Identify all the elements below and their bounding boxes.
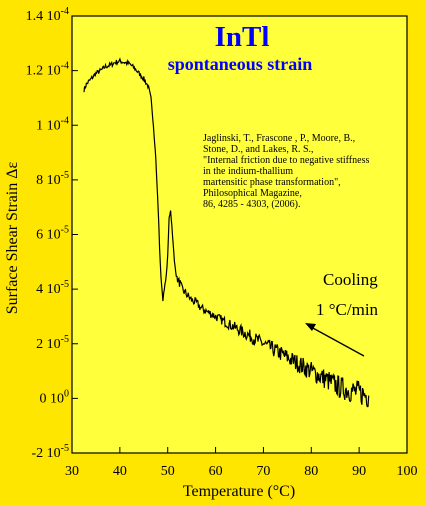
citation-line: Philosophical Magazine, [203, 188, 302, 199]
citation-line: martensitic phase transformation", [203, 177, 341, 188]
cooling-label: Cooling [323, 270, 378, 289]
strain-series-line [83, 57, 370, 408]
x-tick-label: 60 [209, 464, 223, 479]
y-tick-label: 1.2 10-4 [26, 61, 69, 79]
x-tick-label: 30 [65, 464, 79, 479]
x-tick-label: 50 [161, 464, 175, 479]
chart-subtitle: spontaneous strain [168, 54, 313, 74]
y-tick-label: 6 10-5 [36, 225, 69, 243]
x-tick-label: 80 [304, 464, 318, 479]
x-axis-label: Temperature (°C) [183, 483, 295, 500]
citation-line: in the indium-thallium [203, 166, 293, 177]
y-tick-label: 4 10-5 [36, 279, 69, 297]
chart-title: InTl [215, 21, 270, 53]
cooling-arrow [310, 326, 365, 357]
x-axis: 30 40 50 60 70 80 90 100 [65, 447, 418, 479]
y-axis: 1.4 10-4 1.2 10-4 1 10-4 8 10-5 6 10-5 4 10-5… [26, 6, 78, 461]
x-tick-label: 90 [352, 464, 366, 479]
cooling-arrowhead [305, 323, 316, 331]
citation-line: 86, 4285 - 4303, (2006). [203, 199, 301, 210]
y-axis-label: Surface Shear Strain Δε [4, 161, 21, 314]
citation-line: Stone, D., and Lakes, R. S., [203, 144, 314, 155]
citation-line: "Internal friction due to negative stiff… [203, 155, 369, 166]
citation-block: Jaglinski, T., Frascone , P., Moore, B.,… [203, 133, 369, 210]
y-tick-label: 0 100 [40, 388, 70, 406]
y-tick-label: 8 10-5 [36, 170, 69, 188]
y-tick-label: 1.4 10-4 [26, 6, 69, 24]
x-tick-label: 100 [397, 464, 418, 479]
y-tick-label: 2 10-5 [36, 334, 69, 352]
plot-area [71, 15, 408, 454]
y-tick-label: -2 10-5 [31, 443, 69, 461]
citation-line: Jaglinski, T., Frascone , P., Moore, B., [203, 133, 355, 144]
rate-label: 1 °C/min [316, 300, 379, 319]
x-tick-label: 40 [113, 464, 127, 479]
y-tick-label: 1 10-4 [36, 115, 69, 133]
x-tick-label: 70 [256, 464, 270, 479]
